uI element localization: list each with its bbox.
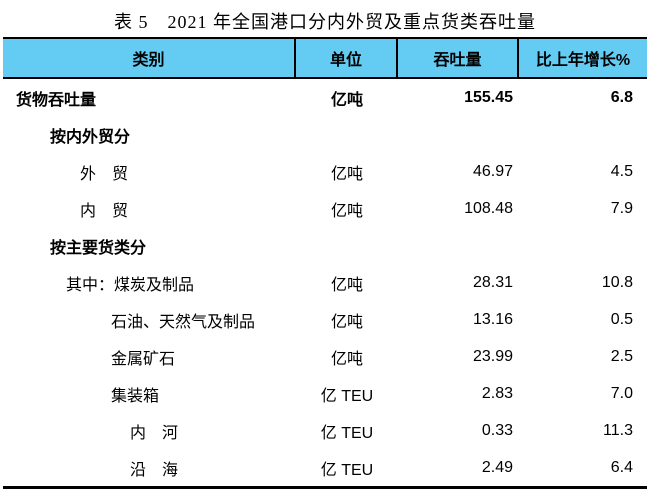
cell-growth: 2.5 [610, 347, 633, 365]
cell-category: 沿 海 [130, 461, 179, 479]
cell-category: 按内外贸分 [50, 128, 131, 146]
column-header-growth: 比上年增长% [535, 52, 631, 69]
table-row: 内 河 亿 TEU 0.33 11.3 [3, 412, 647, 449]
column-header-unit: 单位 [296, 39, 398, 77]
cell-category: 内 贸 [80, 202, 129, 220]
table-row: 金属矿石 亿吨 23.99 2.5 [3, 338, 647, 375]
cell-throughput: 2.83 [481, 384, 513, 402]
cell-category: 内 河 [130, 424, 179, 442]
cell-unit: 亿吨 [330, 313, 363, 331]
table-row: 其中：煤炭及制品 亿吨 28.31 10.8 [3, 264, 647, 301]
table-row: 外 贸 亿吨 46.97 4.5 [3, 153, 647, 190]
cell-throughput: 46.97 [472, 162, 513, 180]
cell-growth: 7.9 [610, 199, 633, 217]
cell-throughput: 2.49 [481, 458, 513, 476]
cell-category: 货物吞吐量 [16, 91, 97, 109]
cell-throughput: 0.33 [481, 421, 513, 439]
cell-unit: 亿 TEU [320, 424, 374, 442]
cell-growth: 4.5 [610, 162, 633, 180]
cell-unit: 亿 TEU [320, 387, 374, 405]
table-body: 货物吞吐量 亿吨 155.45 6.8 按内外贸分外 贸亿吨 46.97 4.5 内 贸亿吨 1… [3, 79, 647, 489]
cell-throughput: 155.45 [464, 88, 513, 106]
cell-throughput: 13.16 [472, 310, 513, 328]
column-header-throughput: 吞吐量 [398, 39, 519, 77]
cell-throughput: 23.99 [472, 347, 513, 365]
cell-unit: 亿吨 [330, 276, 363, 294]
table-row: 集装箱 亿 TEU 2.83 7.0 [3, 375, 647, 412]
cell-throughput: 28.31 [472, 273, 513, 291]
cell-growth: 10.8 [601, 273, 633, 291]
cell-category: 金属矿石 [111, 350, 176, 368]
table-row: 内 贸 亿吨 108.48 7.9 [3, 190, 647, 227]
table-row: 按内外贸分 [3, 116, 647, 153]
cell-unit: 亿吨 [330, 202, 363, 220]
table-row: 石油、天然气及制品 亿吨 13.16 0.5 [3, 301, 647, 338]
cell-growth: 11.3 [603, 421, 633, 439]
table-row: 沿 海 亿 TEU 2.49 6.4 [3, 449, 647, 486]
cell-unit: 亿吨 [330, 91, 363, 109]
cell-category: 石油、天然气及制品 [111, 313, 256, 331]
cell-category: 按主要货类分 [50, 239, 147, 257]
cell-throughput: 108.48 [464, 199, 513, 217]
table-row: 货物吞吐量 亿吨 155.45 6.8 [3, 79, 647, 116]
cell-growth: 6.8 [610, 88, 633, 106]
throughput-table: 类别 单位 吞吐量 比上年增长% 货物吞吐量 亿吨 155.45 6.8 按内外贸分外 … [3, 37, 647, 489]
cell-unit: 亿吨 [330, 165, 363, 183]
cell-unit: 亿吨 [330, 350, 363, 368]
cell-growth: 7.0 [610, 384, 633, 402]
cell-category: 外 贸 [80, 165, 129, 183]
cell-growth: 6.4 [610, 458, 633, 476]
table-title: 表 5 2021 年全国港口分内外贸及重点货类吞吐量 [114, 12, 536, 32]
cell-growth: 0.5 [610, 310, 633, 328]
table-row: 按主要货类分 [3, 227, 647, 264]
cell-unit: 亿 TEU [320, 461, 374, 479]
column-header-category: 类别 [3, 39, 296, 77]
cell-category: 集装箱 [111, 387, 160, 405]
table-header-row: 类别 单位 吞吐量 比上年增长% [3, 37, 647, 79]
cell-category: 其中：煤炭及制品 [66, 276, 195, 294]
